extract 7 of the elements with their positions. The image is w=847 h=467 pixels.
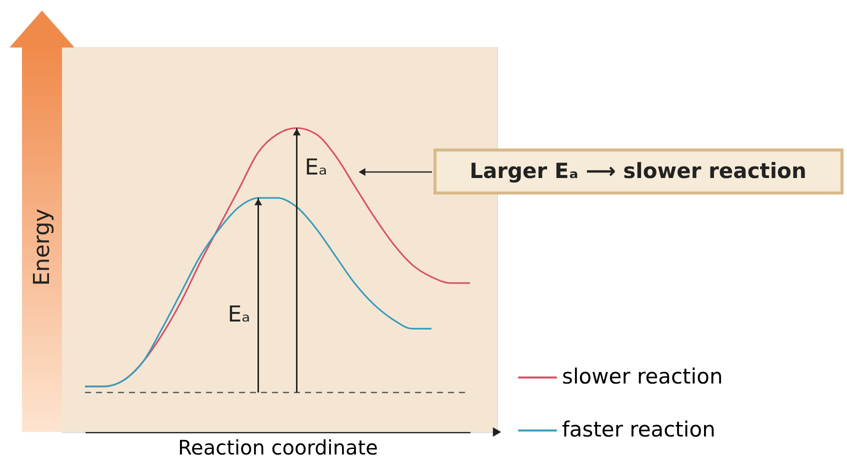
annotation: Eₐ	[228, 302, 250, 328]
legend-label: faster reaction	[562, 418, 716, 442]
legend-label: slower reaction	[562, 364, 723, 388]
annotation: Eₐ	[304, 156, 328, 181]
annotation: Larger Eₐ ⟶ slower reaction	[470, 159, 806, 183]
y-axis-title: Energy	[30, 208, 55, 286]
x-axis-title: Reaction coordinate	[178, 436, 378, 460]
